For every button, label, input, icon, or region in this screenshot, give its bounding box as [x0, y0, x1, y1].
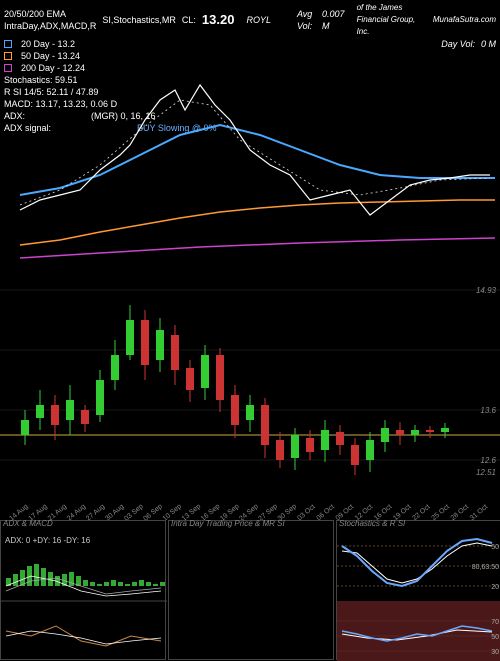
svg-text:30: 30	[491, 649, 499, 656]
svg-text:50: 50	[491, 544, 499, 551]
adx-macd-title: ADX & MACD	[3, 519, 53, 528]
svg-text:24 Aug: 24 Aug	[66, 503, 87, 520]
svg-text:14.93: 14.93	[476, 286, 497, 295]
adx-macd-svg: ADX: 0 +DY: 16 -DY: 16	[1, 521, 167, 661]
svg-text:13.6: 13.6	[480, 406, 496, 415]
svg-text:22 Oct: 22 Oct	[411, 504, 431, 520]
svg-text:ADX: 0 +DY: 16 -DY: 16: ADX: 0 +DY: 16 -DY: 16	[5, 536, 91, 545]
main-line-chart	[0, 0, 500, 260]
svg-text:19 Oct: 19 Oct	[392, 504, 412, 520]
svg-text:12.6: 12.6	[480, 456, 496, 465]
svg-text:03 Oct: 03 Oct	[296, 504, 316, 520]
svg-text:80,63.50: 80,63.50	[472, 564, 499, 571]
svg-text:17 Aug: 17 Aug	[28, 503, 49, 520]
svg-text:25 Oct: 25 Oct	[431, 504, 451, 520]
svg-text:70: 70	[491, 619, 499, 626]
candlestick-chart: 14.93 13.6 12.6 12.51	[0, 260, 500, 500]
stoch-rsi-svg: 50 20 80,63.50 50 70 30	[337, 521, 500, 661]
adx-macd-panel: ADX & MACD ADX: 0 +DY: 16 -DY: 16	[0, 520, 166, 660]
intraday-svg	[169, 521, 335, 661]
svg-text:50: 50	[491, 634, 499, 641]
stoch-rsi-title: Stochastics & R SI	[339, 519, 405, 528]
svg-text:12.51: 12.51	[476, 468, 496, 477]
svg-text:27 Aug: 27 Aug	[85, 503, 106, 520]
svg-text:20: 20	[491, 584, 499, 591]
svg-text:16 Oct: 16 Oct	[373, 504, 393, 520]
svg-text:30 Sep: 30 Sep	[277, 503, 299, 520]
svg-text:12 Oct: 12 Oct	[354, 504, 374, 520]
svg-text:09 Oct: 09 Oct	[335, 504, 355, 520]
bottom-panels: ADX & MACD ADX: 0 +DY: 16 -DY: 16 Intra …	[0, 520, 500, 660]
date-axis: 14 Aug17 Aug21 Aug24 Aug27 Aug30 Aug03 S…	[0, 500, 500, 520]
stoch-rsi-panel: Stochastics & R SI 50 20 80,63.50 50 70 30	[336, 520, 500, 660]
svg-text:06 Oct: 06 Oct	[316, 504, 336, 520]
intraday-panel: Intra Day Trading Price & MR SI	[168, 520, 334, 660]
svg-text:21 Aug: 21 Aug	[47, 503, 68, 520]
svg-text:28 Oct: 28 Oct	[450, 504, 470, 520]
svg-text:14 Aug: 14 Aug	[8, 503, 29, 520]
intraday-title: Intra Day Trading Price & MR SI	[171, 519, 285, 528]
svg-text:31 Oct: 31 Oct	[469, 504, 489, 520]
